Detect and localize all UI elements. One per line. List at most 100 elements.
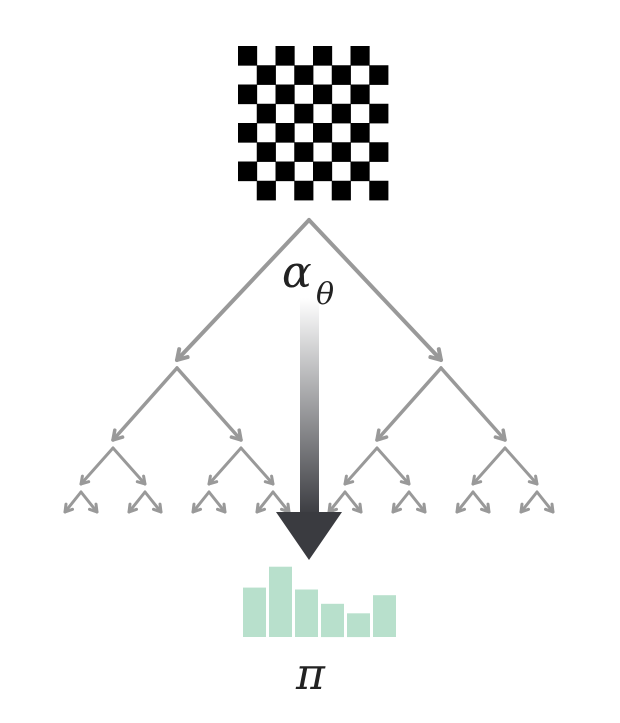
branch-arrowhead [343,474,355,486]
board-square [238,123,258,143]
tree-branch [343,446,379,486]
tree-branch [207,446,243,486]
policy-bar [269,566,292,637]
board-square [256,65,276,85]
tree-branch [255,490,275,514]
policy-bar [373,595,396,637]
board-square [294,103,314,124]
board-square [238,46,258,66]
board-square [238,84,258,105]
branch-arrowhead [229,428,243,442]
branch-arrowhead [428,347,443,362]
board-square [331,65,351,85]
board-square [313,84,333,105]
branch-arrowhead [175,347,190,362]
tree-branch [343,490,363,514]
branch-arrowhead [127,502,138,514]
board-square [369,142,389,162]
tree-branch [375,446,411,486]
alpha-symbol: α [282,247,312,298]
branch-arrowhead [519,502,530,514]
policy-bar [321,603,344,638]
board-square [275,84,295,105]
tree-branch [503,446,539,486]
tree-branch [535,490,555,514]
branch-arrowhead [391,502,402,514]
branch-arrowhead [471,474,483,486]
branch-arrowhead [79,474,91,486]
tree-branch [111,366,179,442]
arrow-head [276,512,342,560]
tree-branch [327,490,347,514]
branch-arrowhead [111,428,125,442]
tree-branch [375,366,443,442]
board-square [369,65,389,85]
tree-branch [271,490,291,514]
tree-branch [471,446,507,486]
board-square [275,46,295,66]
board-square [313,123,333,143]
board-square [369,103,389,124]
branch-arrowhead [152,502,163,514]
policy-bar [243,587,266,637]
branch-arrowhead [352,502,363,514]
board-square [369,180,389,201]
tree-branch [175,366,243,442]
board-square [331,103,351,124]
branch-arrowhead [399,474,411,486]
tree-branch [79,490,99,514]
board-square [294,142,314,162]
tree-branch [79,446,115,486]
board-square [275,123,295,143]
board-square [313,46,333,66]
theta-subscript: θ [316,277,334,312]
branch-arrowhead [375,428,389,442]
branch-arrowhead [88,502,99,514]
branch-arrowhead [544,502,555,514]
tree-branch [519,490,539,514]
tree-branch [127,490,147,514]
board-square [331,142,351,162]
branch-arrowhead [216,502,227,514]
tree-branch [191,490,211,514]
tree-branch [111,446,147,486]
tree-branch [239,446,275,486]
branch-arrowhead [455,502,466,514]
chessboard-icon [238,46,389,201]
policy-bar [347,613,370,638]
branch-arrowhead [527,474,539,486]
branch-arrowhead [135,474,147,486]
board-square [350,46,370,66]
tree-branch [143,490,163,514]
down-arrow-icon [276,298,342,560]
board-square [275,161,295,182]
board-square [256,142,276,162]
branch-arrowhead [255,502,266,514]
board-square [313,161,333,182]
branch-arrowhead [63,502,74,514]
branch-arrowhead [416,502,427,514]
tree-branch [407,490,427,514]
tree-branch [175,218,311,362]
board-square [350,123,370,143]
board-square [256,180,276,201]
board-square [294,180,314,201]
board-square [350,84,370,105]
search-tree [63,218,555,514]
tree-branch [391,490,411,514]
policy-bar [295,589,318,637]
board-square [238,161,258,182]
arrow-shaft [300,298,319,516]
tree-branch [307,218,443,362]
board-square [294,65,314,85]
branch-arrowhead [207,474,219,486]
branch-arrowhead [480,502,491,514]
pi-symbol: π [295,649,326,700]
tree-branch [207,490,227,514]
tree-branch [455,490,475,514]
board-square [331,180,351,201]
branch-arrowhead [493,428,507,442]
policy-histogram [243,566,396,638]
tree-branch [63,490,83,514]
